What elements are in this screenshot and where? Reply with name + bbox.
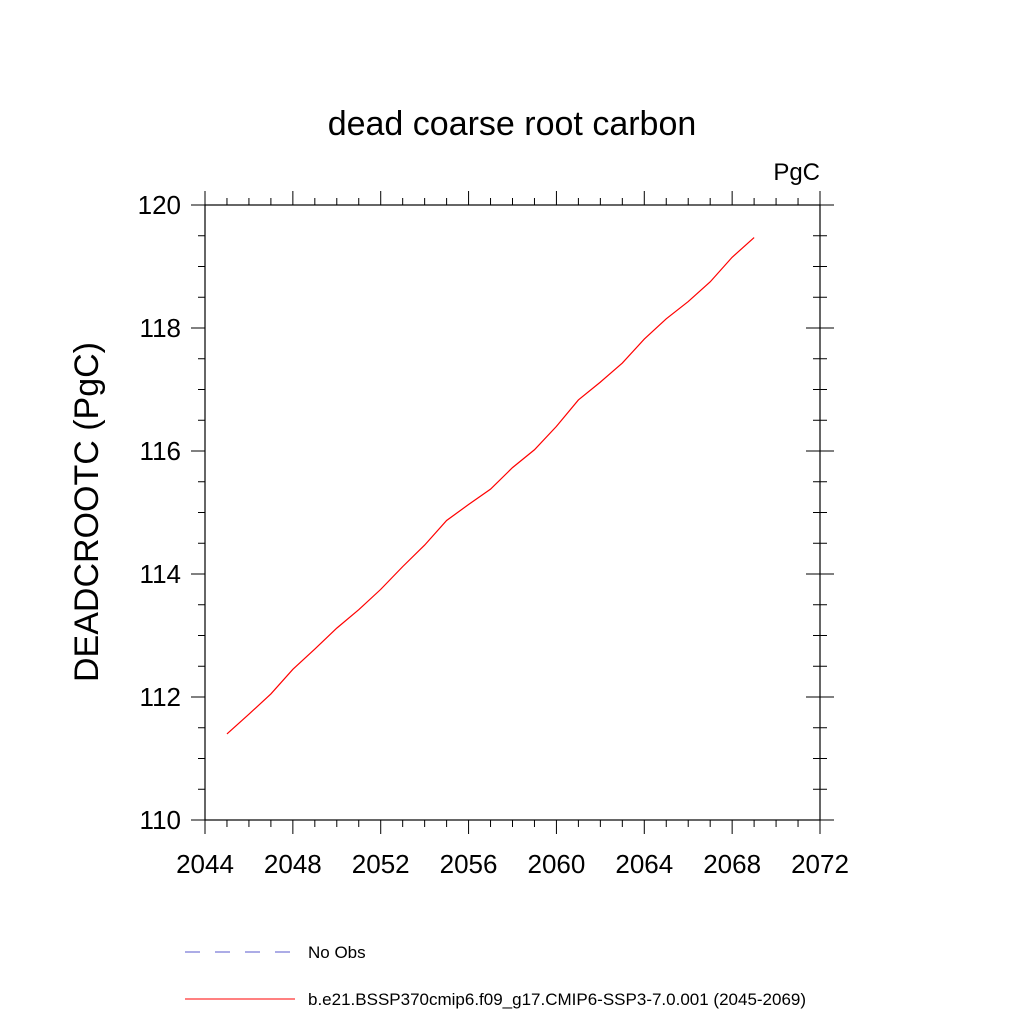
legend-label-1: b.e21.BSSP370cmip6.f09_g17.CMIP6-SSP3-7.… <box>308 990 806 1009</box>
legend: No Obs b.e21.BSSP370cmip6.f09_g17.CMIP6-S… <box>185 943 806 1009</box>
axis-tick-labels: 2044 2048 2052 2056 2060 2064 2068 2072 110 112 11… <box>138 190 849 879</box>
x-tick-label: 2044 <box>176 849 234 879</box>
x-tick-label: 2068 <box>703 849 761 879</box>
axis-ticks <box>191 191 834 834</box>
y-tick-label: 114 <box>140 559 181 589</box>
plot-frame <box>204 204 821 821</box>
legend-label-0: No Obs <box>308 943 366 962</box>
series-line-0 <box>226 237 755 735</box>
x-tick-label: 2060 <box>528 849 586 879</box>
y-tick-label: 120 <box>138 190 181 220</box>
units-label: PgC <box>773 159 820 186</box>
y-tick-label: 116 <box>140 436 181 466</box>
y-tick-label: 110 <box>140 805 181 835</box>
x-tick-label: 2048 <box>264 849 322 879</box>
x-tick-label: 2064 <box>615 849 673 879</box>
x-tick-label: 2052 <box>352 849 410 879</box>
y-tick-label: 118 <box>140 313 181 343</box>
x-tick-label: 2072 <box>791 849 849 879</box>
y-axis-title: DEADCROOTC (PgC) <box>68 342 106 682</box>
x-tick-label: 2056 <box>440 849 498 879</box>
chart-title: dead coarse root carbon <box>328 105 697 143</box>
y-tick-label: 112 <box>140 682 181 712</box>
series-layer <box>226 237 755 735</box>
